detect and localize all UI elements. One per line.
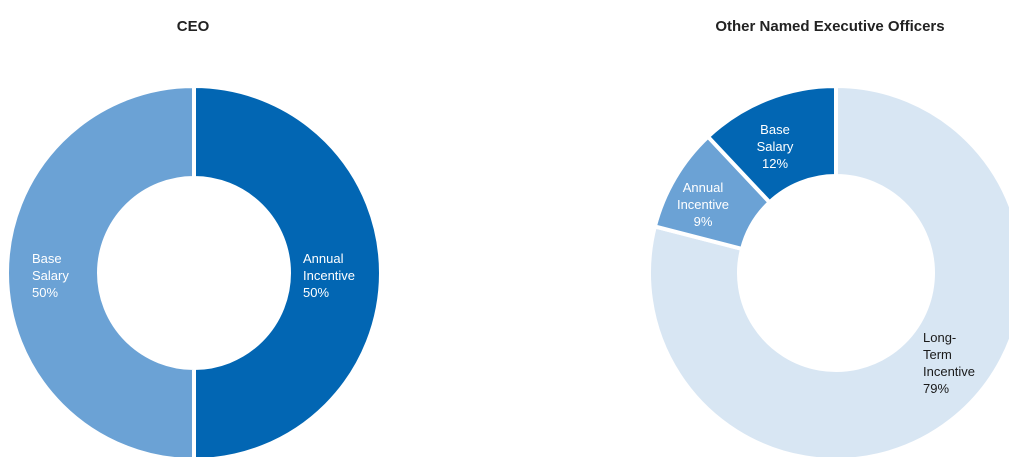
neo-label-long-term-incentive: Long-Term Incentive 79% bbox=[923, 330, 975, 396]
ceo-label-base-salary: Base Salary 50% bbox=[32, 251, 69, 300]
ceo-donut-chart: Base Salary 50% Annual Incentive 50% bbox=[5, 88, 383, 457]
neo-label-base-salary: Base Salary 12% bbox=[757, 122, 794, 171]
chart-title-other-named-executive-officers: Other Named Executive Officers bbox=[715, 18, 945, 35]
neo-slice-long-term-incentive bbox=[647, 88, 1009, 457]
neo-label-annual-incentive: Annual Incentive 9% bbox=[677, 180, 729, 229]
ceo-slice-annual-incentive bbox=[5, 88, 196, 457]
ceo-label-annual-incentive: Annual Incentive 50% bbox=[303, 251, 355, 300]
neo-donut-chart: Long-Term Incentive 79% Annual Incentive 9% Ba… bbox=[647, 88, 1009, 457]
chart-title-ceo: CEO bbox=[176, 18, 210, 35]
ceo-slice-base-salary bbox=[192, 88, 383, 457]
neo-slice-base-salary bbox=[705, 88, 838, 206]
